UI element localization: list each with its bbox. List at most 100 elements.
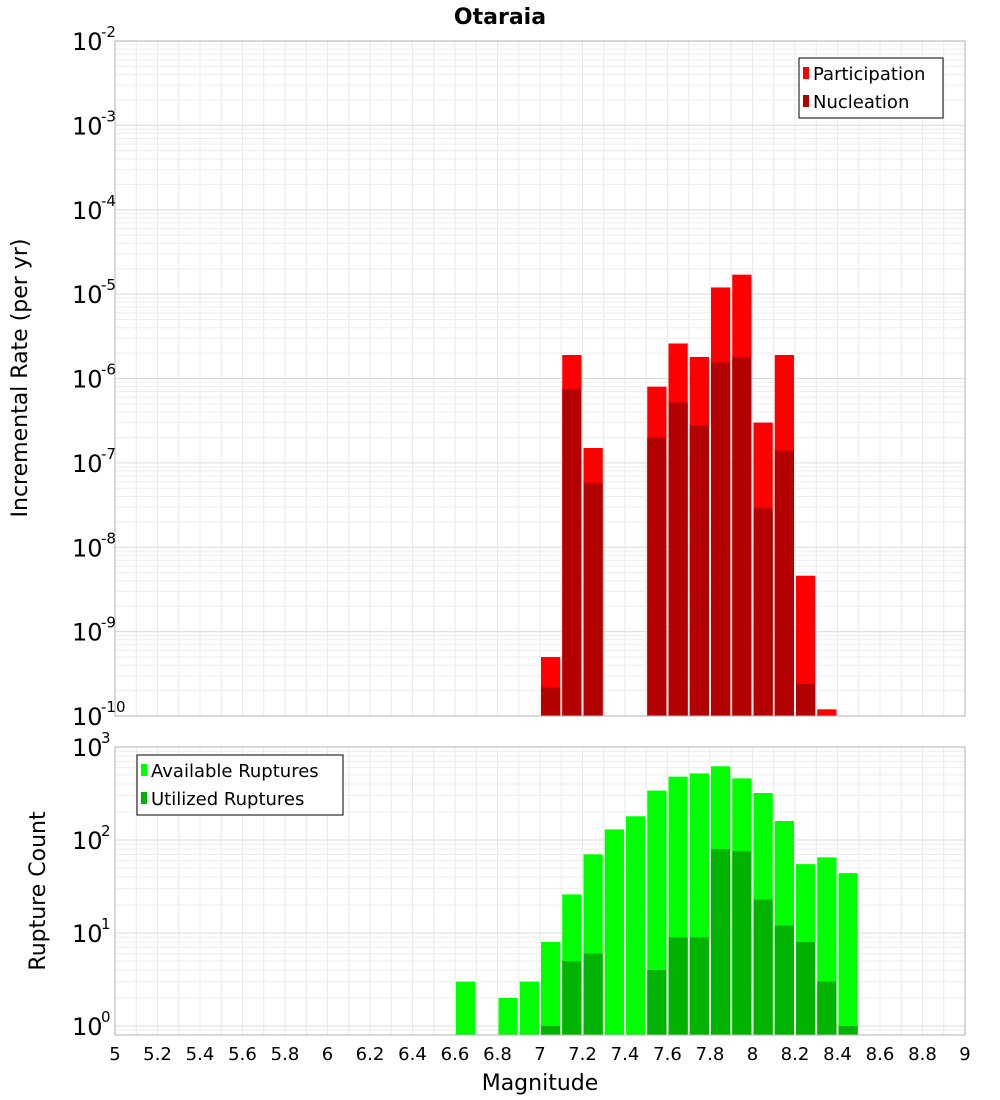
x-tick-label: 8	[747, 1044, 758, 1065]
top-bar-nucleation	[796, 683, 816, 716]
top-y-tick-exponent: -7	[101, 445, 116, 463]
bottom-y-tick-exponent: 2	[101, 822, 111, 840]
top-bar-participation	[796, 575, 816, 716]
legend-label-utilized-ruptures: Utilized Ruptures	[151, 789, 304, 810]
legend-label-available-ruptures: Available Ruptures	[151, 761, 319, 782]
bottom-bar-utilized-ruptures	[817, 981, 837, 1035]
legend-swatch-nucleation	[803, 95, 809, 107]
top-y-axis-label: Incremental Rate (per yr)	[8, 239, 33, 518]
bottom-bar-utilized-ruptures	[562, 960, 582, 1035]
bottom-y-axis-label: Rupture Count	[26, 811, 51, 971]
bottom-legend-box	[136, 754, 344, 816]
bottom-legend: Available Ruptures Utilized Ruptures	[136, 754, 344, 816]
bottom-y-tick-exponent: 3	[101, 729, 111, 747]
top-y-tick-exponent: -6	[101, 361, 116, 379]
bottom-bar-utilized-ruptures	[541, 1025, 561, 1035]
top-y-tick-label: 10	[72, 197, 103, 225]
top-bar-nucleation	[732, 356, 752, 716]
x-tick-label: 9	[959, 1044, 970, 1065]
bottom-bar-available-ruptures	[541, 942, 561, 1035]
legend-label-nucleation: Nucleation	[813, 92, 909, 113]
top-bar-nucleation	[668, 402, 688, 716]
x-tick-label: 6.8	[483, 1044, 512, 1065]
top-bar-nucleation	[647, 437, 667, 716]
bottom-bar-utilized-ruptures	[583, 953, 603, 1035]
x-tick-label: 5	[109, 1044, 120, 1065]
top-bar-participation	[817, 709, 837, 716]
bottom-bar-utilized-ruptures	[711, 849, 731, 1035]
bottom-bar-available-ruptures	[519, 981, 539, 1035]
top-y-tick-label: 10	[72, 281, 103, 309]
top-bar-nucleation	[689, 425, 709, 716]
top-y-tick-exponent: -4	[101, 192, 116, 210]
top-y-tick-label: 10	[72, 112, 103, 140]
x-tick-label: 5.2	[143, 1044, 172, 1065]
bottom-plot-bars	[456, 766, 858, 1035]
top-y-tick-label: 10	[72, 28, 103, 56]
top-bar-nucleation	[583, 482, 603, 716]
x-tick-label: 5.4	[186, 1044, 215, 1065]
bottom-y-tick-exponent: 1	[101, 915, 111, 933]
top-bar-nucleation	[711, 362, 731, 716]
top-y-tick-exponent: -2	[101, 23, 116, 41]
bottom-y-tick-label: 10	[72, 734, 103, 762]
x-tick-label: 5.6	[228, 1044, 257, 1065]
top-bar-nucleation	[753, 508, 773, 716]
bottom-bar-utilized-ruptures	[668, 937, 688, 1035]
x-tick-label: 6	[322, 1044, 333, 1065]
bottom-y-tick-label: 10	[72, 827, 103, 855]
top-y-tick-label: 10	[72, 703, 103, 731]
x-tick-label: 7.4	[611, 1044, 640, 1065]
x-tick-label: 8.2	[781, 1044, 810, 1065]
bottom-bar-utilized-ruptures	[796, 942, 816, 1035]
top-plot-grid	[114, 40, 966, 717]
bottom-bar-available-ruptures	[604, 829, 624, 1035]
x-tick-label: 7	[534, 1044, 545, 1065]
legend-swatch-participation	[803, 67, 809, 79]
x-tick-label: 8.8	[908, 1044, 937, 1065]
top-bar-nucleation	[774, 450, 794, 716]
top-y-tick-exponent: -8	[101, 529, 116, 547]
bottom-y-tick-label: 10	[72, 1013, 103, 1041]
top-y-tick-exponent: -3	[101, 107, 116, 125]
bottom-y-tick-label: 10	[72, 920, 103, 948]
bottom-bar-available-ruptures	[456, 981, 476, 1035]
bottom-bar-utilized-ruptures	[753, 899, 773, 1035]
top-y-tick-exponent: -10	[101, 698, 126, 716]
top-legend: Participation Nucleation	[798, 57, 944, 119]
top-bar-nucleation	[562, 389, 582, 716]
top-y-tick-exponent: -9	[101, 614, 116, 632]
x-tick-label: 7.2	[568, 1044, 597, 1065]
legend-swatch-available-ruptures	[141, 764, 147, 776]
top-legend-box	[798, 57, 944, 119]
top-y-tick-label: 10	[72, 619, 103, 647]
top-y-tick-label: 10	[72, 534, 103, 562]
x-tick-label: 8.4	[823, 1044, 852, 1065]
bottom-bar-utilized-ruptures	[689, 937, 709, 1035]
x-tick-label: 5.8	[271, 1044, 300, 1065]
bottom-bar-utilized-ruptures	[647, 969, 667, 1035]
bottom-bar-utilized-ruptures	[838, 1025, 858, 1035]
legend-label-participation: Participation	[813, 64, 925, 85]
legend-swatch-utilized-ruptures	[141, 792, 147, 804]
top-plot-frame	[114, 40, 966, 717]
bottom-bar-utilized-ruptures	[774, 925, 794, 1035]
chart-title: Otaraia	[454, 5, 546, 30]
x-tick-label: 7.8	[696, 1044, 725, 1065]
bottom-bar-utilized-ruptures	[732, 851, 752, 1035]
bottom-bar-available-ruptures	[626, 816, 646, 1035]
x-tick-label: 8.6	[866, 1044, 895, 1065]
x-axis-label: Magnitude	[482, 1071, 599, 1096]
x-tick-label: 6.6	[441, 1044, 470, 1065]
bottom-y-tick-exponent: 0	[101, 1008, 111, 1026]
x-tick-label: 6.2	[356, 1044, 385, 1065]
top-plot-bars	[541, 274, 837, 716]
top-y-tick-label: 10	[72, 450, 103, 478]
bottom-plot-frame	[114, 746, 966, 1036]
top-y-tick-label: 10	[72, 366, 103, 394]
bottom-bar-available-ruptures	[498, 997, 518, 1035]
top-bar-nucleation	[541, 687, 561, 716]
